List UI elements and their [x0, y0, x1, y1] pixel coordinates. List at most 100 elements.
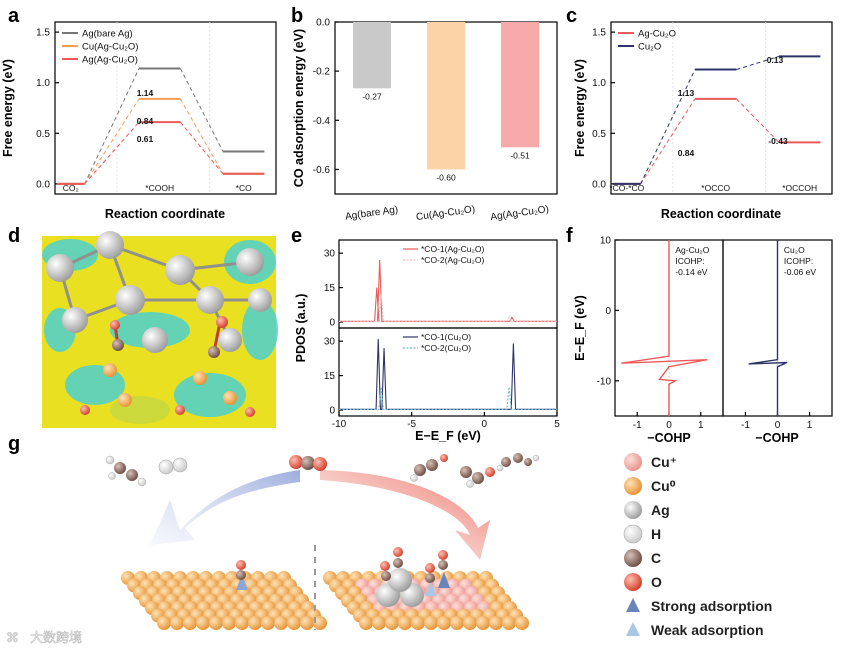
slab-atom [437, 616, 451, 630]
slab-atom [372, 616, 386, 630]
x-tick-label: -10 [332, 419, 347, 430]
energy-annotation: 0.84 [678, 148, 695, 158]
x-tick-label: 0 [482, 419, 488, 430]
legend-label: Cu⁺ [651, 454, 677, 470]
chart-c: Free energy (eV) Reaction coordinate 0.0… [573, 21, 833, 221]
slab-atom [411, 616, 425, 630]
chart-a-xlabel: Reaction coordinate [105, 207, 225, 221]
legend-label: *CO-1(Cu₂O) [421, 332, 471, 342]
slab-atom [489, 616, 503, 630]
chart-e-bottom-frame [338, 327, 558, 417]
legend-label: H [651, 526, 661, 542]
legend-label: *CO-2(Cu₂O) [421, 343, 471, 353]
legend-label: C [651, 550, 661, 566]
cu-oxide-atoms [80, 363, 255, 417]
legend-label: Cu(Ag-Cu₂O) [82, 42, 138, 53]
legend-label: Cu⁰ [651, 478, 676, 494]
y-tick-label: 30 [324, 249, 336, 260]
slab-atom [261, 616, 275, 630]
chart-a: Free energy (eV) Reaction coordinate 0.0… [1, 21, 277, 221]
series-1-connector [640, 69, 696, 185]
cohp-system-label: Ag-Cu₂O [675, 245, 709, 255]
x-tick-label: 0 [666, 420, 672, 431]
panel-label-g: g [8, 433, 20, 455]
slab-atom [209, 616, 223, 630]
ag-atoms [46, 231, 272, 353]
chart-c-xlabel: Reaction coordinate [661, 207, 781, 221]
energy-annotation: 0.61 [137, 134, 154, 144]
energy-annotation: 1.13 [678, 88, 695, 98]
y-tick-label: 0 [329, 406, 335, 417]
h2-molecule [158, 457, 188, 475]
slab-atom [287, 616, 301, 630]
panel-label-b: b [291, 5, 303, 27]
slab-atom [463, 616, 477, 630]
x-category-label: *OCCOH [782, 183, 817, 193]
x-tick-label: -5 [407, 419, 416, 430]
series-0-connector [84, 68, 140, 185]
series-0-connector [736, 98, 780, 143]
y-tick-label: 0.0 [36, 179, 50, 190]
x-category-label: *CO [236, 183, 252, 193]
pdos-top-series-1 [339, 294, 557, 322]
panel-label-d: d [8, 225, 20, 247]
slab-atom [385, 616, 399, 630]
icohp-value: -0.06 eV [784, 267, 816, 277]
arrow-to-products-right [320, 470, 490, 560]
slab-atom [235, 616, 249, 630]
legend-label: Ag [651, 502, 670, 518]
chart-e-ylabel: PDOS (a.u.) [294, 294, 308, 363]
x-category-label: Ag(Ag-Cu₂O) [490, 204, 550, 223]
chart-e-xlabel: E−E_F (eV) [415, 429, 481, 443]
x-tick-label: 1 [807, 420, 813, 431]
watermark-text: 大数跨境 [30, 630, 82, 645]
energy-annotation: 0.13 [767, 55, 784, 65]
weak-adsorption-icon [626, 622, 640, 636]
strong-adsorption-icon [626, 598, 640, 612]
slab-atom [196, 616, 210, 630]
legend-label: Ag(bare Ag) [82, 29, 133, 40]
legend-label: Ag(Ag-Cu₂O) [82, 55, 138, 66]
slab-atom [476, 616, 490, 630]
co-adsorbates [110, 316, 228, 358]
y-tick-label: 0.0 [316, 18, 330, 29]
slab-atom [398, 616, 412, 630]
panel-label-e: e [291, 225, 302, 247]
bar [427, 22, 465, 170]
series-2-connector [180, 121, 224, 175]
y-tick-label: 0.0 [592, 179, 606, 190]
chart-a-frame [54, 21, 277, 195]
bar-value-label: -0.51 [510, 150, 530, 160]
icohp-label: ICOHP: [784, 256, 813, 266]
cu2o-slab [121, 571, 327, 630]
chart-a-ylabel: Free energy (eV) [1, 59, 15, 157]
y-tick-label: 15 [324, 371, 336, 382]
y-tick-label: 1.0 [36, 78, 50, 89]
y-tick-label: 0 [605, 306, 611, 317]
series-0-connector [179, 68, 224, 152]
slab-atom [222, 616, 236, 630]
panel-label-a: a [8, 5, 20, 27]
atom-cuplus-icon [624, 453, 642, 471]
chart-b: CO adsorption energy (eV) 0.0 -0.2 -0.4 -0.… [292, 18, 558, 223]
icohp-label: ICOHP: [675, 256, 704, 266]
cohp-curve-0 [621, 240, 708, 416]
slab-atom [424, 616, 438, 630]
atom-h-icon [623, 524, 643, 544]
arrow-to-c2h4-left [150, 470, 300, 545]
slab-atom [359, 616, 373, 630]
pdos-top-series-0 [339, 260, 557, 322]
pdos-bottom-series-1 [339, 387, 557, 410]
pdos-bottom-series-0 [339, 338, 557, 410]
y-tick-label: -10 [597, 376, 612, 387]
bar-value-label: -0.27 [362, 91, 382, 101]
x-category-label: Cu(Ag-Cu₂O) [415, 204, 475, 223]
chart-c-ylabel: Free energy (eV) [573, 59, 587, 157]
cohp-curve-1 [748, 240, 788, 416]
y-tick-label: -0.2 [313, 67, 331, 78]
y-tick-label: 1.5 [592, 28, 606, 39]
slab-atom [170, 616, 184, 630]
bar [501, 22, 539, 148]
energy-annotation: 0.84 [137, 116, 154, 126]
